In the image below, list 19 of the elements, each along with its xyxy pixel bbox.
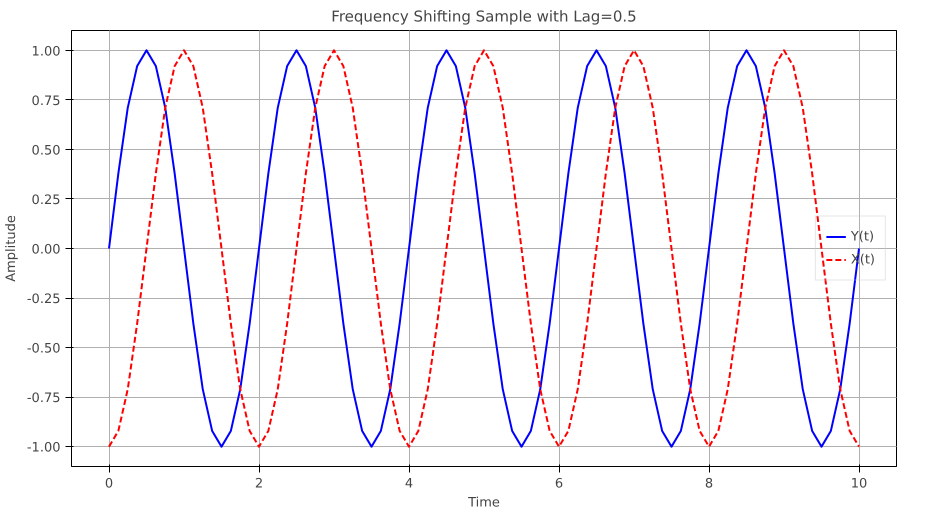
x-tick-label: 0 <box>104 476 114 492</box>
x-axis-title: Time <box>467 496 500 510</box>
y-axis-title: Amplitude <box>4 215 19 282</box>
y-tick-label: 1.00 <box>32 44 61 60</box>
x-tick-label: 8 <box>704 476 714 492</box>
legend-label: Y(t) <box>850 229 874 244</box>
y-tick-label: 0.50 <box>32 143 61 158</box>
x-tick-label: 6 <box>554 476 564 492</box>
y-tick-label: 0.25 <box>32 192 61 208</box>
chart-title: Frequency Shifting Sample with Lag=0.5 <box>331 8 637 26</box>
x-tick-label: 4 <box>404 476 414 492</box>
y-tick-label: 0.00 <box>32 242 61 258</box>
y-tick-label: -0.75 <box>26 391 61 406</box>
x-tick-label: 2 <box>254 476 264 492</box>
y-tick-label: -0.25 <box>26 292 61 308</box>
x-tick-label: 10 <box>850 476 868 492</box>
y-tick-label: 0.75 <box>32 94 61 109</box>
y-tick-label: -1.00 <box>26 440 61 456</box>
y-tick-label: -0.50 <box>26 342 61 357</box>
